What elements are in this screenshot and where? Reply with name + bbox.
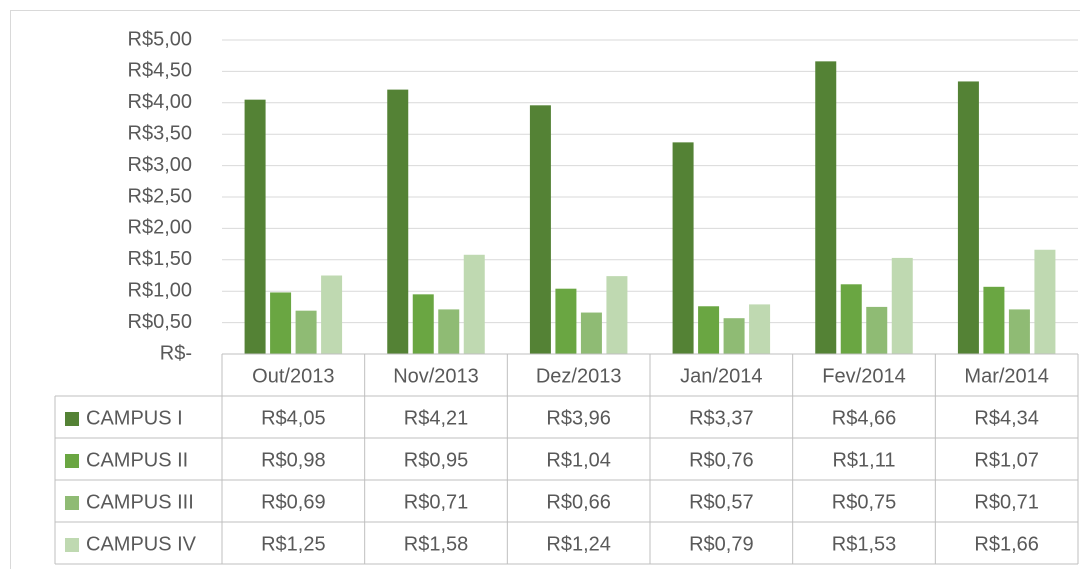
bar: [529, 105, 551, 354]
y-tick-label: R$1,50: [128, 248, 193, 270]
y-tick-label: R$2,50: [128, 185, 193, 207]
bar: [555, 288, 577, 354]
data-label: R$0,79: [689, 533, 754, 555]
y-tick-label: R$1,00: [128, 279, 193, 301]
bar: [387, 89, 409, 354]
x-tick-label: Jan/2014: [680, 365, 762, 387]
y-tick-label: R$3,50: [128, 122, 193, 144]
legend-key: [65, 538, 79, 552]
bar: [463, 254, 485, 354]
data-label: R$1,58: [404, 533, 469, 555]
bar: [295, 310, 317, 354]
bar: [983, 286, 1005, 354]
data-label: R$0,66: [546, 491, 611, 513]
bar: [866, 306, 888, 354]
data-label: R$0,57: [689, 491, 754, 513]
legend-key: [65, 496, 79, 510]
data-label: R$4,34: [974, 407, 1039, 429]
chart-border: [10, 10, 1080, 569]
bar: [672, 142, 694, 354]
y-tick-label: R$2,00: [128, 217, 193, 239]
bar: [749, 304, 771, 354]
data-label: R$0,71: [974, 491, 1039, 513]
data-label: R$1,11: [832, 449, 895, 471]
bar: [698, 306, 720, 354]
x-tick-label: Dez/2013: [536, 365, 622, 387]
data-label: R$0,95: [404, 449, 469, 471]
legend-label: CAMPUS III: [86, 491, 194, 513]
data-label: R$0,76: [689, 449, 754, 471]
bar: [1034, 249, 1056, 354]
legend-label: CAMPUS II: [86, 449, 188, 471]
bar: [321, 275, 343, 354]
bar: [891, 257, 913, 354]
data-label: R$1,53: [832, 533, 897, 555]
data-label: R$4,05: [261, 407, 326, 429]
data-label: R$1,07: [974, 449, 1039, 471]
data-label: R$4,66: [832, 407, 897, 429]
x-tick-label: Fev/2014: [822, 365, 905, 387]
data-label: R$0,75: [832, 491, 897, 513]
y-tick-label: R$4,50: [128, 60, 193, 82]
data-label: R$0,71: [404, 491, 469, 513]
bar: [438, 309, 460, 354]
data-label: R$1,66: [974, 533, 1039, 555]
data-label: R$1,25: [261, 533, 326, 555]
legend-key: [65, 412, 79, 426]
bar: [1008, 309, 1030, 354]
bar: [580, 312, 602, 354]
data-label: R$3,37: [689, 407, 754, 429]
x-tick-label: Nov/2013: [393, 365, 479, 387]
bar: [840, 284, 862, 354]
x-tick-label: Mar/2014: [964, 365, 1049, 387]
data-label: R$0,98: [261, 449, 326, 471]
bar: [270, 292, 292, 354]
bar: [606, 276, 628, 354]
legend-key: [65, 454, 79, 468]
y-tick-label: R$5,00: [128, 28, 193, 50]
y-tick-label: R$0,50: [128, 311, 193, 333]
bar: [244, 99, 266, 354]
y-tick-label: R$-: [160, 342, 192, 364]
bar: [815, 61, 837, 355]
bar: [412, 294, 434, 354]
y-tick-label: R$3,00: [128, 154, 193, 176]
x-tick-label: Out/2013: [252, 365, 334, 387]
data-label: R$1,04: [546, 449, 611, 471]
legend-label: CAMPUS IV: [86, 533, 197, 555]
bar: [957, 81, 979, 354]
data-label: R$0,69: [261, 491, 326, 513]
data-label: R$1,24: [546, 533, 611, 555]
legend-label: CAMPUS I: [86, 407, 183, 429]
y-tick-label: R$4,00: [128, 91, 193, 113]
bar: [723, 318, 745, 354]
data-label: R$4,21: [404, 407, 469, 429]
data-label: R$3,96: [546, 407, 611, 429]
